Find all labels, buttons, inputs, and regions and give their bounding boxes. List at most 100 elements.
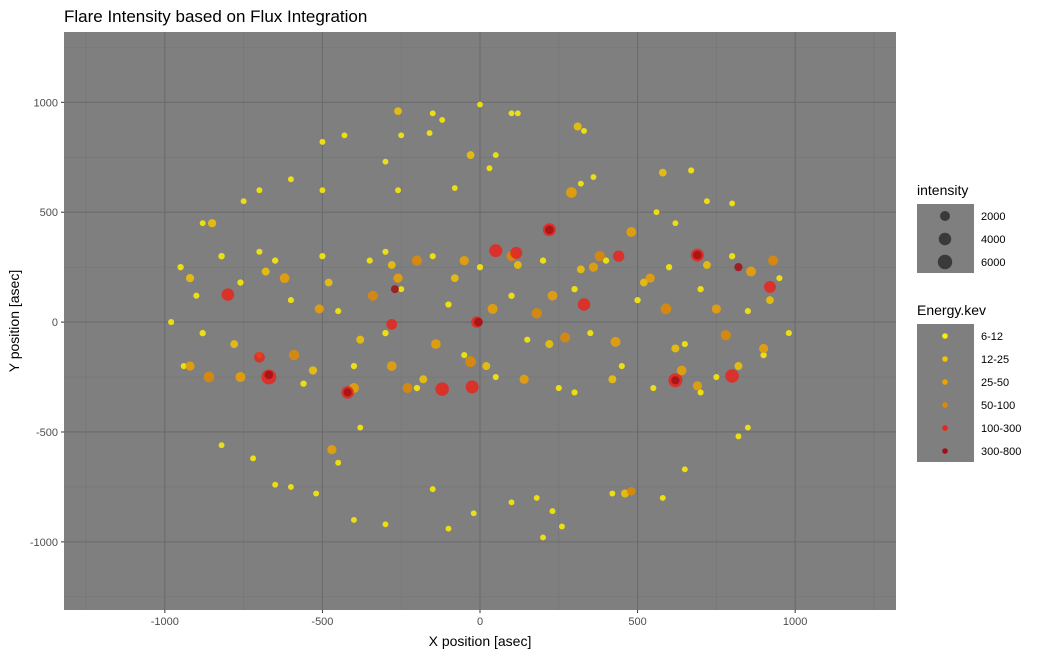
data-point <box>734 362 743 371</box>
legend-energy-title: Energy.kev <box>917 302 986 318</box>
data-point <box>768 255 779 266</box>
data-point <box>413 384 421 392</box>
data-point <box>272 481 279 488</box>
data-points <box>168 101 792 541</box>
data-point <box>639 278 648 287</box>
data-point <box>612 250 625 262</box>
y-tick-label: 500 <box>40 207 58 219</box>
data-point <box>744 308 751 315</box>
data-point <box>785 330 792 337</box>
data-point <box>759 343 769 354</box>
data-point <box>650 384 657 392</box>
data-point <box>671 376 680 385</box>
legend-color-label: 300-800 <box>981 446 1021 458</box>
data-point <box>626 226 637 237</box>
data-point <box>382 158 389 165</box>
x-tick-label: 0 <box>477 616 483 628</box>
data-point <box>577 180 584 187</box>
legend-color-label: 12-25 <box>981 354 1009 366</box>
data-point <box>264 370 274 380</box>
data-point <box>697 285 704 293</box>
data-point <box>610 336 621 347</box>
data-point <box>237 279 244 286</box>
data-point <box>728 253 736 260</box>
data-point <box>261 267 270 276</box>
legend-color-key <box>942 402 948 408</box>
series-300-800 <box>264 225 743 397</box>
data-point <box>609 490 616 497</box>
data-point <box>658 168 667 177</box>
x-tick-label: 1000 <box>783 616 807 628</box>
legend-size-label: 2000 <box>981 211 1005 223</box>
data-point <box>465 380 479 394</box>
data-point <box>508 499 515 506</box>
data-point <box>445 301 452 308</box>
data-point <box>366 257 373 264</box>
y-tick-label: -1000 <box>30 537 58 549</box>
series-12-25 <box>185 107 774 498</box>
data-point <box>382 248 389 255</box>
data-point <box>665 263 673 271</box>
data-point <box>439 116 446 123</box>
data-point <box>279 273 290 283</box>
data-point <box>256 187 263 194</box>
legend-color-label: 50-100 <box>981 400 1015 412</box>
data-point <box>519 374 529 384</box>
series-25-50 <box>185 187 769 455</box>
data-point <box>411 255 423 266</box>
legend-color-label: 100-300 <box>981 423 1021 435</box>
data-point <box>618 362 625 370</box>
data-point <box>470 510 477 517</box>
data-point <box>645 273 655 283</box>
data-point <box>451 185 458 191</box>
data-point <box>477 101 483 108</box>
data-point <box>513 261 522 269</box>
data-point <box>350 516 357 523</box>
data-point <box>671 344 680 353</box>
data-point <box>314 304 324 314</box>
data-point <box>581 127 587 134</box>
data-point <box>335 308 342 315</box>
legend-intensity: intensity 2000 4000 6000 <box>917 182 1005 273</box>
data-point <box>659 494 666 501</box>
data-point <box>271 257 279 264</box>
data-point <box>386 361 397 371</box>
data-point <box>539 257 547 264</box>
data-point <box>256 248 263 255</box>
data-point <box>697 389 704 396</box>
data-point <box>524 336 531 343</box>
data-point <box>558 523 565 530</box>
data-point <box>735 433 742 440</box>
series-6-12 <box>168 101 792 541</box>
data-point <box>486 165 493 172</box>
data-point <box>590 174 597 180</box>
data-point <box>676 365 687 376</box>
data-point <box>510 246 523 259</box>
data-point <box>230 340 239 348</box>
data-point <box>492 152 499 159</box>
data-point <box>199 220 206 227</box>
y-tick-label: -500 <box>36 427 58 439</box>
data-point <box>221 288 235 301</box>
data-point <box>571 389 578 396</box>
data-point <box>335 459 342 466</box>
data-point <box>382 329 389 337</box>
data-point <box>531 308 542 319</box>
x-tick-labels: -1000 -500 0 500 1000 <box>151 610 807 628</box>
data-point <box>426 130 433 137</box>
data-point <box>459 255 469 266</box>
data-point <box>398 132 405 139</box>
data-point <box>341 132 348 139</box>
legend-color-label: 6-12 <box>981 331 1003 343</box>
data-point <box>514 110 521 117</box>
data-point <box>720 330 731 341</box>
y-axis-label: Y position [asec] <box>6 270 22 372</box>
data-point <box>545 225 554 235</box>
legend-size-label: 4000 <box>981 234 1005 246</box>
data-point <box>185 274 195 283</box>
data-point <box>350 362 358 370</box>
data-point <box>319 253 326 260</box>
legend-size-key <box>938 232 952 246</box>
data-point <box>319 187 326 194</box>
data-point <box>547 290 558 301</box>
